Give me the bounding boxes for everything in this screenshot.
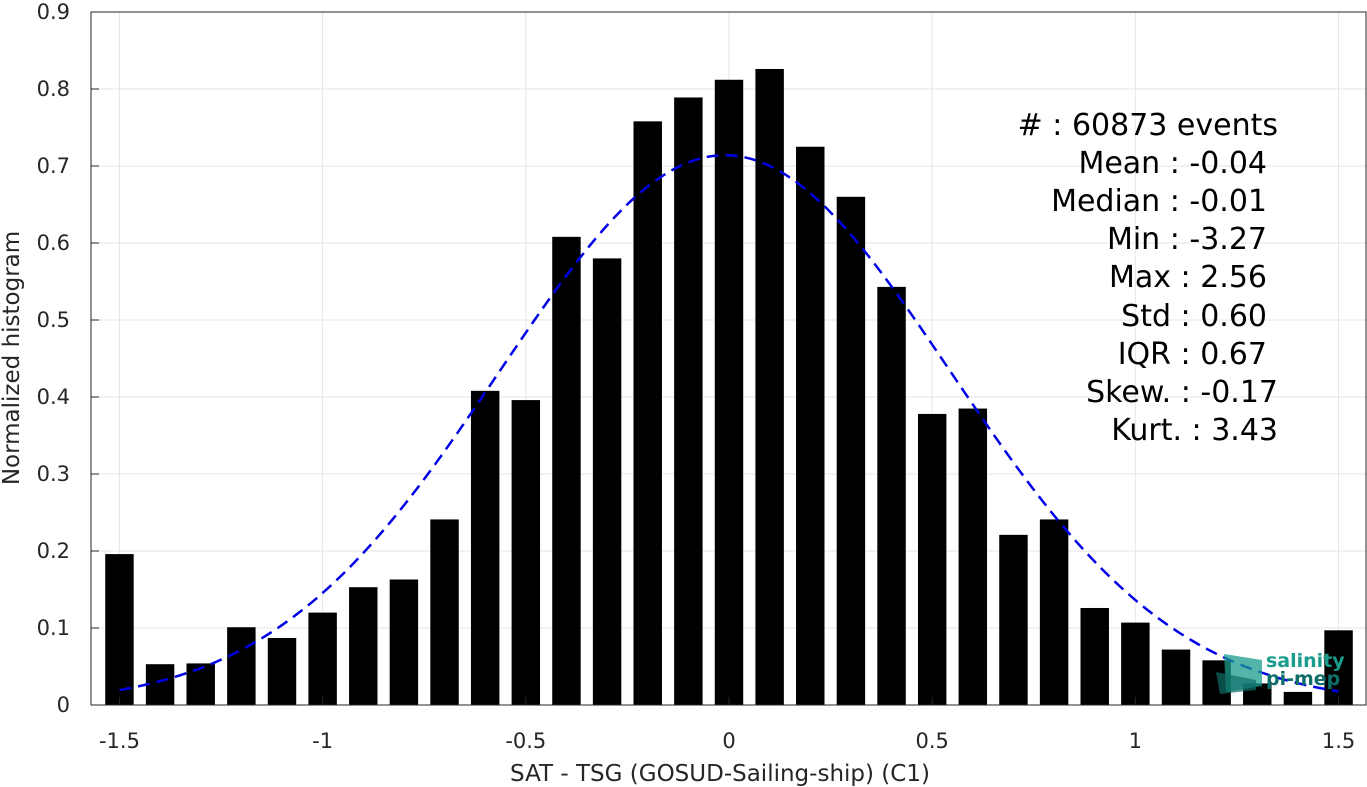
x-tick-label: 1.5 — [1322, 729, 1355, 753]
stats-min: Min : -3.27 — [1107, 222, 1267, 257]
histogram-bar — [511, 400, 541, 705]
x-tick-label: -0.5 — [505, 729, 546, 753]
y-tick-label: 0.5 — [37, 308, 70, 332]
histogram-bar — [877, 286, 906, 705]
x-axis-title: SAT - TSG (GOSUD-Sailing-ship) (C1) — [510, 761, 930, 787]
histogram-bar — [186, 663, 215, 705]
y-tick-label: 0.4 — [37, 385, 70, 409]
histogram-bar — [755, 68, 784, 706]
histogram-bar — [714, 79, 744, 705]
histogram-bar — [145, 664, 175, 705]
histogram-bar — [999, 534, 1028, 705]
y-axis-title: Normalized histogram — [0, 231, 25, 485]
stats-box: # : 60873 events Mean : -0.04 Median : -… — [1018, 108, 1278, 448]
x-tick-label: -1.5 — [99, 729, 140, 753]
y-tick-label: 0.7 — [37, 154, 70, 178]
axis-ticks — [91, 11, 1340, 706]
histogram-bar — [470, 390, 500, 705]
histogram-bar — [1161, 649, 1191, 705]
histogram-bar — [796, 146, 825, 705]
histogram-bar — [1039, 519, 1069, 705]
histogram-bar — [592, 258, 622, 705]
histogram-bar — [349, 587, 378, 705]
logo-line2: pi-mep — [1266, 668, 1340, 690]
histogram-bar — [836, 196, 866, 706]
gaussian-fit — [119, 153, 1339, 693]
stats-kurt: Kurt. : 3.43 — [1111, 413, 1278, 448]
y-tick-label: 0.6 — [37, 231, 70, 255]
histogram-bar — [1283, 691, 1313, 705]
histogram-bar — [1080, 607, 1109, 705]
histogram-bar — [267, 638, 297, 705]
x-tick-label: 0 — [722, 729, 735, 753]
histogram-bar — [308, 612, 337, 705]
histogram-bar — [917, 413, 947, 705]
salinity-pimep-logo: salinity pi-mep — [1216, 650, 1345, 694]
logo-line1: salinity — [1266, 650, 1345, 672]
y-tick-label: 0.8 — [37, 77, 70, 101]
histogram-bars — [105, 68, 1353, 706]
histogram-bar — [958, 408, 988, 705]
y-tick-label: 0.1 — [37, 616, 70, 640]
histogram-bar — [633, 121, 662, 706]
stats-iqr: IQR : 0.67 — [1118, 337, 1267, 372]
x-tick-label: -1 — [312, 729, 333, 753]
histogram-bar — [674, 97, 703, 706]
stats-max: Max : 2.56 — [1109, 260, 1267, 295]
x-tick-label: 0.5 — [915, 729, 948, 753]
histogram-bar — [552, 236, 581, 705]
histogram-bar — [1121, 622, 1150, 705]
y-tick-label: 0.3 — [37, 462, 70, 486]
histogram-bar — [105, 554, 134, 705]
y-tick-label: 0 — [57, 693, 70, 717]
stats-std: Std : 0.60 — [1121, 299, 1267, 334]
histogram-bar — [227, 627, 256, 705]
x-tick-label: 1 — [1129, 729, 1142, 753]
y-tick-label: 0.2 — [37, 539, 70, 563]
logo-emblem-shade — [1216, 672, 1256, 694]
stats-skew: Skew. : -0.17 — [1086, 375, 1278, 410]
y-tick-label: 0.9 — [37, 0, 70, 24]
stats-median: Median : -0.01 — [1051, 184, 1267, 219]
stats-mean: Mean : -0.04 — [1078, 146, 1267, 181]
y-tick-labels: 0 0.1 0.2 0.3 0.4 0.5 0.6 0.7 0.8 0.9 — [37, 0, 70, 717]
x-tick-labels: -1.5 -1 -0.5 0 0.5 1 1.5 — [99, 729, 1355, 753]
histogram-bar — [389, 579, 419, 705]
gaussian-fit-curve — [119, 153, 1339, 693]
stats-events: # : 60873 events — [1018, 108, 1278, 143]
histogram-bar — [430, 519, 459, 705]
histogram-bar — [1324, 630, 1353, 705]
